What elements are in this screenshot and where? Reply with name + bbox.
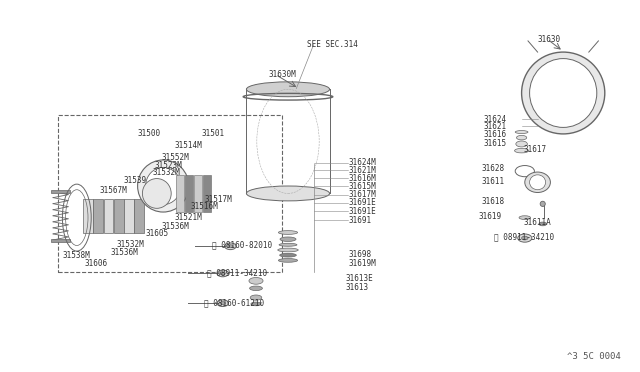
- Text: 31624: 31624: [483, 115, 506, 124]
- Text: Ⓑ 08160-61210: Ⓑ 08160-61210: [204, 298, 264, 307]
- Text: 31532M: 31532M: [152, 168, 180, 177]
- Ellipse shape: [515, 148, 529, 153]
- Text: 31567M: 31567M: [99, 186, 127, 195]
- Ellipse shape: [278, 248, 298, 252]
- Text: 31628: 31628: [481, 164, 504, 173]
- Bar: [51, 239, 70, 242]
- Ellipse shape: [522, 236, 528, 240]
- Ellipse shape: [525, 172, 550, 193]
- Text: 31613E: 31613E: [346, 274, 373, 283]
- Ellipse shape: [146, 167, 180, 205]
- Text: Ⓑ 08160-82010: Ⓑ 08160-82010: [212, 240, 273, 249]
- Bar: [194, 175, 202, 212]
- Ellipse shape: [515, 166, 534, 177]
- Text: 31536M: 31536M: [161, 222, 189, 231]
- Ellipse shape: [516, 135, 527, 140]
- Text: 31536M: 31536M: [110, 248, 138, 257]
- Ellipse shape: [246, 82, 330, 97]
- Bar: [124, 199, 134, 232]
- Ellipse shape: [138, 160, 189, 212]
- Ellipse shape: [217, 270, 228, 277]
- Ellipse shape: [220, 272, 225, 275]
- Ellipse shape: [250, 295, 262, 300]
- Ellipse shape: [519, 216, 531, 219]
- Text: 31630: 31630: [538, 35, 561, 44]
- Text: 31611A: 31611A: [524, 218, 551, 227]
- Bar: [93, 199, 103, 232]
- Text: 31624M: 31624M: [349, 158, 376, 167]
- Ellipse shape: [516, 141, 527, 147]
- Text: 31618: 31618: [481, 198, 504, 206]
- Text: 31621M: 31621M: [349, 166, 376, 174]
- Ellipse shape: [278, 259, 298, 262]
- Text: 31615: 31615: [483, 139, 506, 148]
- Ellipse shape: [518, 234, 532, 242]
- Ellipse shape: [279, 243, 297, 246]
- Text: 31501: 31501: [202, 129, 225, 138]
- Bar: [134, 199, 144, 232]
- Text: 31630M: 31630M: [269, 70, 296, 79]
- Text: 31615M: 31615M: [349, 182, 376, 191]
- Text: 31621: 31621: [483, 122, 506, 131]
- Ellipse shape: [530, 175, 545, 190]
- Text: 31538M: 31538M: [62, 251, 90, 260]
- Text: 31516M: 31516M: [191, 202, 218, 211]
- Ellipse shape: [280, 253, 296, 257]
- Text: 31619M: 31619M: [349, 259, 376, 268]
- Text: 31613: 31613: [346, 283, 369, 292]
- Bar: [83, 199, 93, 232]
- Ellipse shape: [280, 237, 296, 241]
- Text: 31605: 31605: [146, 229, 169, 238]
- Ellipse shape: [515, 131, 528, 134]
- Bar: [185, 175, 193, 212]
- Ellipse shape: [278, 231, 298, 234]
- Text: SEE SEC.314: SEE SEC.314: [307, 40, 358, 49]
- Ellipse shape: [249, 278, 263, 284]
- Bar: [51, 190, 70, 193]
- Ellipse shape: [251, 302, 261, 306]
- Bar: [58, 115, 282, 272]
- Ellipse shape: [539, 222, 547, 226]
- Text: 31691E: 31691E: [349, 198, 376, 207]
- Text: 31616: 31616: [483, 130, 506, 139]
- Text: 31514M: 31514M: [174, 141, 202, 150]
- Bar: [114, 199, 124, 232]
- Bar: [203, 175, 211, 212]
- Ellipse shape: [540, 201, 545, 206]
- Ellipse shape: [250, 286, 262, 291]
- Bar: [176, 175, 184, 212]
- Bar: [104, 199, 113, 232]
- Text: 31552M: 31552M: [161, 153, 189, 162]
- Text: 31500: 31500: [138, 129, 161, 138]
- Text: 31698: 31698: [349, 250, 372, 259]
- Text: 31616M: 31616M: [349, 174, 376, 183]
- Text: Ⓝ 08911-34210: Ⓝ 08911-34210: [494, 233, 554, 242]
- Ellipse shape: [217, 300, 228, 307]
- Ellipse shape: [246, 186, 330, 201]
- Ellipse shape: [530, 58, 597, 128]
- Text: 31523M: 31523M: [155, 161, 182, 170]
- Text: 31611: 31611: [481, 177, 504, 186]
- Text: 31539: 31539: [124, 176, 147, 185]
- Text: 31617M: 31617M: [349, 190, 376, 199]
- Text: ^3 5C 0004: ^3 5C 0004: [567, 352, 621, 361]
- Text: 31691: 31691: [349, 216, 372, 225]
- Ellipse shape: [143, 179, 172, 208]
- Text: 31521M: 31521M: [174, 213, 202, 222]
- Text: 31619: 31619: [479, 212, 502, 221]
- Ellipse shape: [228, 245, 233, 248]
- Text: Ⓝ 08911-34210: Ⓝ 08911-34210: [207, 268, 267, 277]
- Text: 31617: 31617: [524, 145, 547, 154]
- Ellipse shape: [220, 302, 225, 305]
- Ellipse shape: [522, 52, 605, 134]
- Ellipse shape: [225, 243, 236, 250]
- Text: 31532M: 31532M: [116, 240, 144, 248]
- Text: 31606: 31606: [84, 259, 108, 268]
- Text: 31691E: 31691E: [349, 207, 376, 216]
- Text: 31517M: 31517M: [205, 195, 232, 203]
